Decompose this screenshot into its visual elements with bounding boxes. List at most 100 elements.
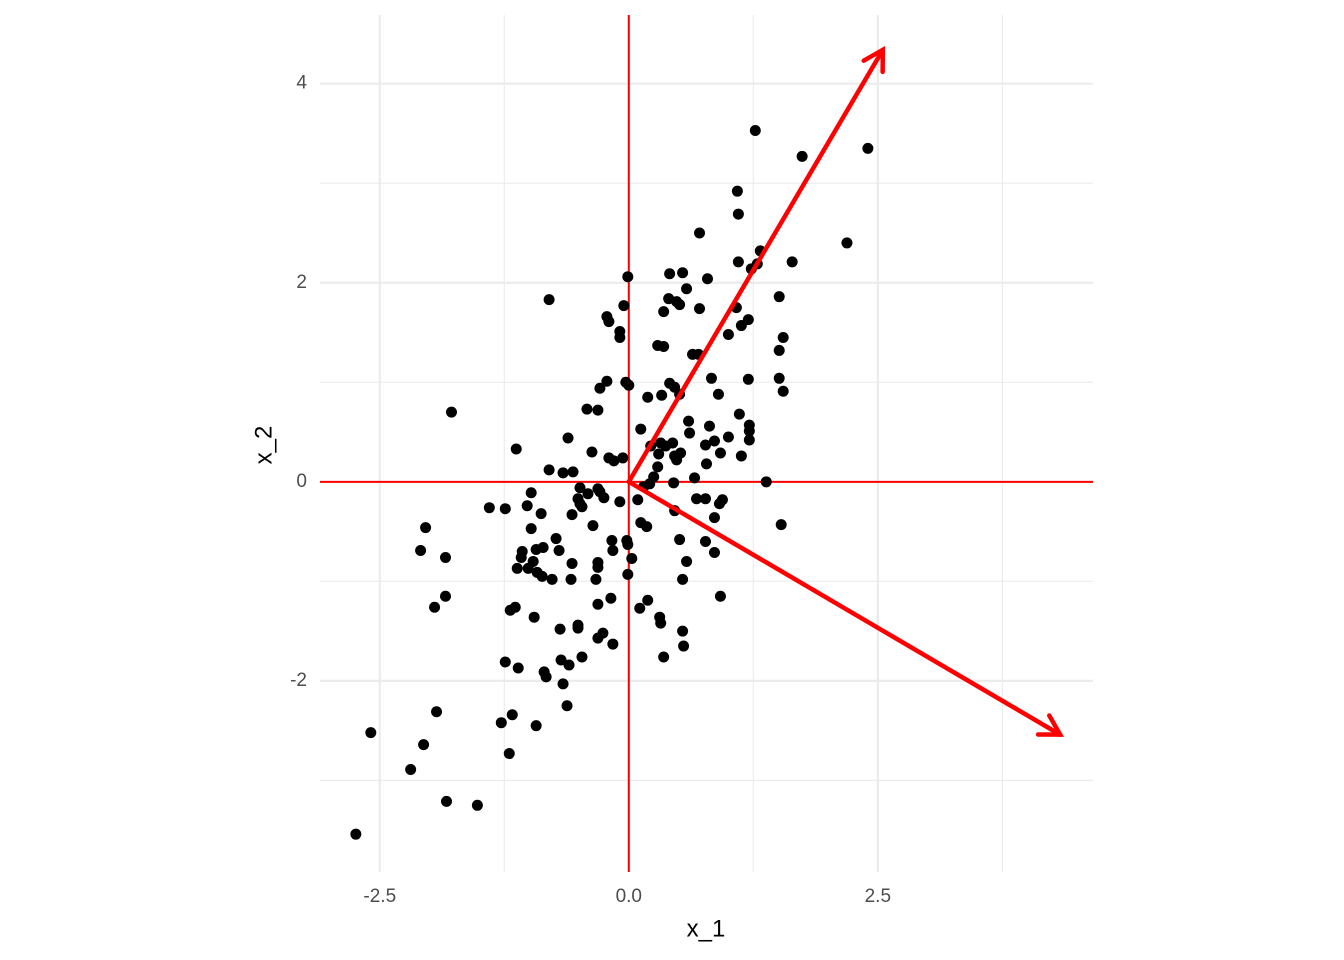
point	[743, 425, 755, 437]
point	[617, 452, 629, 464]
point	[743, 434, 755, 446]
point	[572, 622, 584, 634]
y-axis-title: x_2	[250, 426, 277, 465]
point	[557, 467, 569, 479]
point	[626, 552, 638, 564]
point	[592, 632, 604, 644]
point	[749, 124, 761, 136]
point	[601, 375, 613, 387]
point	[592, 404, 604, 416]
reference-lines	[320, 15, 1093, 872]
point	[495, 717, 507, 729]
point	[594, 382, 606, 394]
point	[536, 570, 548, 582]
arrow-shaft	[626, 479, 1063, 737]
point	[862, 142, 874, 154]
point	[634, 602, 646, 614]
point	[515, 551, 527, 563]
point	[760, 476, 772, 488]
y-tick-label: 0	[296, 471, 307, 492]
point	[689, 472, 701, 484]
point	[582, 488, 594, 500]
point	[574, 482, 586, 494]
point	[586, 446, 598, 458]
point	[563, 659, 575, 671]
point	[733, 408, 745, 420]
point	[587, 520, 599, 532]
point	[742, 373, 754, 385]
point	[350, 828, 362, 840]
point	[732, 256, 744, 268]
point	[694, 303, 706, 315]
point	[652, 461, 664, 473]
point	[418, 739, 430, 751]
point	[565, 573, 577, 585]
point	[471, 799, 483, 811]
point	[735, 320, 747, 332]
point	[440, 551, 452, 563]
arrows	[626, 45, 1065, 737]
point	[656, 389, 668, 401]
point	[566, 509, 578, 521]
point	[664, 268, 676, 280]
point	[543, 464, 555, 476]
point	[777, 385, 789, 397]
point	[576, 501, 588, 513]
point	[701, 458, 712, 470]
point	[635, 423, 647, 435]
y-tick-label: 2	[296, 272, 307, 293]
point	[735, 450, 747, 462]
point	[525, 523, 537, 535]
point	[671, 454, 683, 466]
point	[567, 466, 579, 478]
point	[592, 561, 604, 573]
point	[658, 651, 670, 663]
point	[614, 331, 626, 343]
point	[420, 522, 432, 534]
point	[561, 700, 573, 712]
point	[796, 150, 808, 162]
point	[722, 329, 734, 341]
point	[503, 748, 515, 760]
x-axis-title: x_1	[687, 915, 726, 942]
point	[703, 420, 715, 432]
point	[506, 709, 518, 721]
point	[590, 573, 602, 585]
point	[441, 795, 453, 807]
point	[535, 508, 547, 520]
arrow-head	[1035, 713, 1065, 737]
point	[678, 640, 690, 652]
point	[555, 654, 567, 666]
point	[440, 590, 452, 602]
point	[732, 208, 744, 220]
point	[431, 706, 443, 718]
point	[731, 185, 743, 197]
point	[499, 656, 511, 668]
point	[674, 534, 686, 546]
point	[562, 432, 574, 444]
arrow-head	[861, 45, 886, 75]
point	[445, 406, 457, 418]
point	[775, 519, 787, 531]
point	[713, 498, 725, 510]
point	[653, 448, 665, 460]
point	[608, 455, 620, 467]
point	[642, 391, 654, 403]
point	[622, 271, 634, 283]
point	[540, 671, 552, 683]
point	[677, 267, 689, 279]
point	[429, 601, 441, 613]
y-tick-label: -2	[290, 670, 307, 691]
point	[499, 503, 511, 515]
point	[521, 500, 533, 512]
x-tick-label: -2.5	[363, 886, 396, 907]
point	[405, 763, 417, 775]
point	[606, 535, 618, 547]
point	[581, 403, 593, 415]
point	[658, 306, 670, 318]
point	[415, 545, 427, 557]
point	[668, 477, 680, 489]
point	[700, 439, 712, 451]
point	[566, 557, 578, 569]
x-tick-label: 2.5	[865, 886, 891, 907]
